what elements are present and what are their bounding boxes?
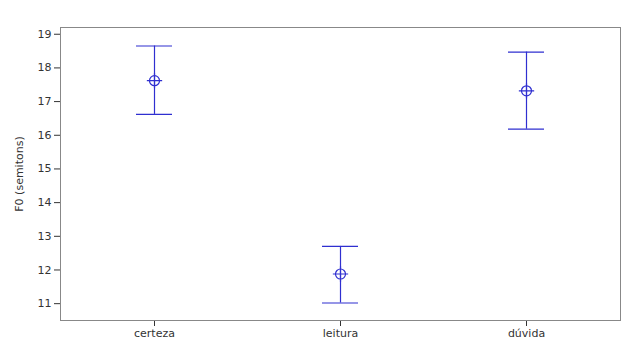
svg-text:15: 15 (38, 162, 52, 175)
svg-text:17: 17 (38, 95, 52, 108)
svg-text:19: 19 (38, 28, 52, 41)
svg-text:leitura: leitura (323, 327, 358, 340)
svg-text:13: 13 (38, 230, 52, 243)
svg-text:11: 11 (38, 297, 52, 310)
svg-text:18: 18 (38, 61, 52, 74)
svg-text:16: 16 (38, 129, 52, 142)
svg-text:12: 12 (38, 264, 52, 277)
svg-text:F0 (semitons): F0 (semitons) (13, 136, 26, 211)
svg-text:14: 14 (38, 196, 52, 209)
svg-text:certeza: certeza (134, 327, 175, 340)
svg-text:dúvida: dúvida (508, 327, 545, 340)
